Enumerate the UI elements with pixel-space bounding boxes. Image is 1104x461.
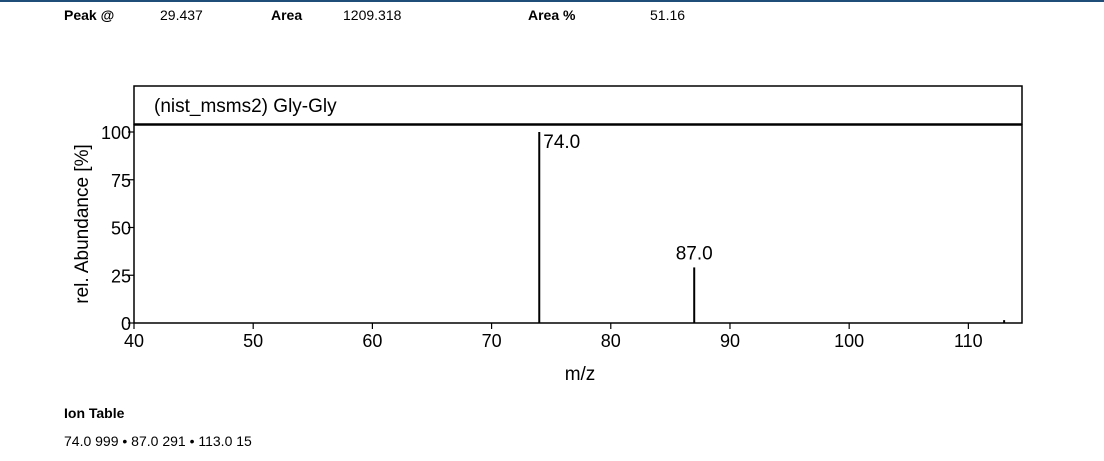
x-tick-label: 100 <box>834 331 864 351</box>
mass-spectrum-chart: (nist_msms2) Gly-Gly 40 50 60 70 80 90 100 110 … <box>72 85 1023 385</box>
area-value: 1209.318 <box>343 7 402 23</box>
chart-title-box <box>133 85 1023 125</box>
peak-label: Peak @ <box>64 7 115 23</box>
y-axis: 0 25 50 75 100 <box>101 123 134 334</box>
x-tick-label: 60 <box>362 331 382 351</box>
top-border-line <box>0 0 1104 2</box>
y-axis-label: rel. Abundance [%] <box>72 144 93 304</box>
y-tick-label: 100 <box>101 123 131 143</box>
y-tick-label: 75 <box>111 171 131 191</box>
peak-label: 74.0 <box>543 132 580 153</box>
y-tick-label: 50 <box>111 219 131 239</box>
ion-table-title: Ion Table <box>64 405 125 421</box>
x-tick-label: 50 <box>243 331 263 351</box>
x-tick-label: 40 <box>124 331 144 351</box>
peak-label: 87.0 <box>676 243 713 264</box>
area-pct-label: Area % <box>528 7 576 23</box>
x-tick-label: 70 <box>482 331 502 351</box>
y-tick-label: 25 <box>111 266 131 286</box>
ion-table-values: 74.0 999 • 87.0 291 • 113.0 15 <box>64 433 252 449</box>
peak-series: 74.0 87.0 <box>538 132 1006 323</box>
x-axis: 40 50 60 70 80 90 100 110 <box>124 323 983 351</box>
x-tick-label: 90 <box>720 331 740 351</box>
chart-title: (nist_msms2) Gly-Gly <box>154 96 337 117</box>
x-tick-label: 80 <box>601 331 621 351</box>
y-tick-label: 0 <box>121 314 131 334</box>
plot-frame <box>133 124 1023 324</box>
x-axis-label: m/z <box>565 364 596 385</box>
x-tick-label: 110 <box>954 331 983 351</box>
area-pct-value: 51.16 <box>650 7 686 23</box>
peak-value: 29.437 <box>160 7 203 23</box>
area-label: Area <box>271 7 303 23</box>
